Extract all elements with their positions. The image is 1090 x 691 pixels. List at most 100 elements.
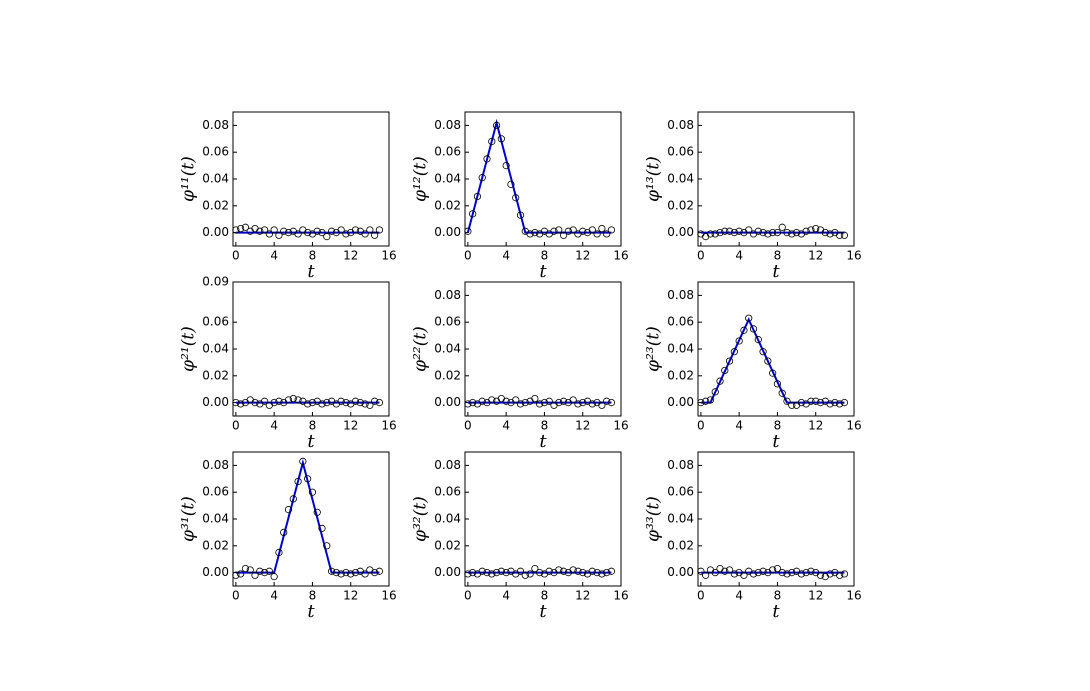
scatter-point xyxy=(536,400,544,408)
scatter-point xyxy=(593,568,601,577)
scatter-point xyxy=(555,566,563,574)
scatter-point xyxy=(797,570,805,578)
y-tick-label: 0.04 xyxy=(434,172,461,186)
x-axis-label: t xyxy=(539,431,547,452)
scatter-point xyxy=(265,567,273,575)
y-tick-label: 0.06 xyxy=(667,145,694,159)
scatter-point xyxy=(488,570,496,578)
scatter-point xyxy=(375,567,384,575)
scatter-point xyxy=(754,336,762,344)
line-series xyxy=(466,118,612,234)
x-tick-label: 0 xyxy=(232,419,240,433)
y-tick-label: 0.08 xyxy=(667,288,694,302)
scatter-point xyxy=(769,369,777,377)
scatter-point xyxy=(555,398,563,407)
scatter-point xyxy=(375,398,384,407)
scatter-point xyxy=(478,174,486,182)
y-tick-label: 0.06 xyxy=(667,485,694,499)
scatter-point xyxy=(702,571,710,579)
scatter-point xyxy=(802,568,810,577)
scatter-point xyxy=(275,231,283,239)
scatter-point xyxy=(807,397,815,405)
scatter-point xyxy=(540,398,549,407)
scatter-point xyxy=(797,398,805,407)
scatter-point xyxy=(361,400,369,408)
scatter-point xyxy=(740,571,748,579)
y-tick-label: 0.04 xyxy=(667,172,694,186)
y-tick-label: 0.02 xyxy=(202,538,229,552)
scatter-point xyxy=(588,567,596,575)
scatter-point xyxy=(778,389,786,397)
x-axis-label: t xyxy=(307,261,315,282)
scatter-point xyxy=(347,570,355,578)
scatter-point xyxy=(759,348,767,356)
x-tick-label: 8 xyxy=(541,589,549,603)
axes-frame xyxy=(697,451,855,587)
scatter-point xyxy=(569,566,577,574)
x-tick-label: 12 xyxy=(808,249,823,263)
y-axis-label: φ³²(t) xyxy=(411,496,431,542)
scatter-point xyxy=(304,229,312,237)
y-tick-label: 0.08 xyxy=(667,458,694,472)
y-tick-label: 0.00 xyxy=(667,225,694,239)
subplot: 0 4 8 12 16 0.00 0.02 0.04 0.06 0.08 t φ³¹(t) xyxy=(179,451,397,622)
scatter-point xyxy=(807,567,815,575)
scatter-point xyxy=(289,394,297,403)
scatter-point xyxy=(603,568,611,577)
scatter-point xyxy=(270,573,278,581)
scatter-point xyxy=(603,230,611,238)
scatter-point xyxy=(559,231,568,239)
scatter-point xyxy=(821,229,829,237)
scatter-point xyxy=(545,397,553,405)
scatter-point xyxy=(759,229,767,237)
scatter-point xyxy=(740,326,748,334)
scatter-point xyxy=(773,229,782,237)
scatter-point xyxy=(502,397,510,405)
y-tick-label: 0.04 xyxy=(202,342,229,356)
scatter-point xyxy=(351,226,360,234)
x-tick-label: 4 xyxy=(270,589,278,603)
y-axis-label: φ²²(t) xyxy=(411,326,431,372)
subplot: 0 4 8 12 16 0.00 0.02 0.04 0.06 0.09 t φ²¹(t) xyxy=(179,275,397,453)
scatter-point xyxy=(721,366,729,375)
x-tick-label: 8 xyxy=(309,419,317,433)
scatter-point xyxy=(730,229,738,237)
x-tick-label: 12 xyxy=(575,249,590,263)
y-tick-label: 0.00 xyxy=(667,395,694,409)
scatter-point xyxy=(232,571,240,579)
scatter-point xyxy=(237,224,245,233)
scatter-point xyxy=(308,398,317,407)
x-tick-label: 12 xyxy=(575,589,590,603)
scatter-point xyxy=(371,568,379,577)
scatter-point xyxy=(469,210,477,218)
x-tick-label: 8 xyxy=(774,249,782,263)
x-tick-label: 16 xyxy=(381,419,396,433)
scatter-point xyxy=(778,223,786,231)
scatter-point xyxy=(555,226,563,234)
scatter-point xyxy=(531,394,539,403)
y-tick-label: 0.04 xyxy=(667,512,694,526)
scatter-point xyxy=(807,226,815,234)
x-tick-label: 16 xyxy=(846,589,861,603)
scatter-point xyxy=(574,567,582,575)
x-axis-label: t xyxy=(307,601,315,622)
x-tick-label: 4 xyxy=(502,249,510,263)
y-tick-label: 0.00 xyxy=(667,565,694,579)
x-axis-label: t xyxy=(772,431,780,452)
scatter-point xyxy=(531,229,539,237)
scatter-point xyxy=(256,567,264,575)
scatter-point xyxy=(260,568,269,577)
scatter-point xyxy=(497,135,505,143)
scatter-point xyxy=(783,570,791,578)
scatter-point xyxy=(788,230,796,238)
axes-frame xyxy=(464,281,622,417)
y-tick-label: 0.08 xyxy=(202,118,229,132)
x-tick-label: 4 xyxy=(735,419,743,433)
scatter-point xyxy=(607,226,616,234)
scatter-point xyxy=(521,398,529,407)
scatter-point xyxy=(759,567,767,575)
scatter-point xyxy=(323,542,331,550)
y-tick-label: 0.02 xyxy=(202,198,229,212)
scatter-point xyxy=(327,227,336,235)
subplot: 0 4 8 12 16 0.00 0.02 0.04 0.06 0.08 t φ³³(t) xyxy=(644,451,862,622)
